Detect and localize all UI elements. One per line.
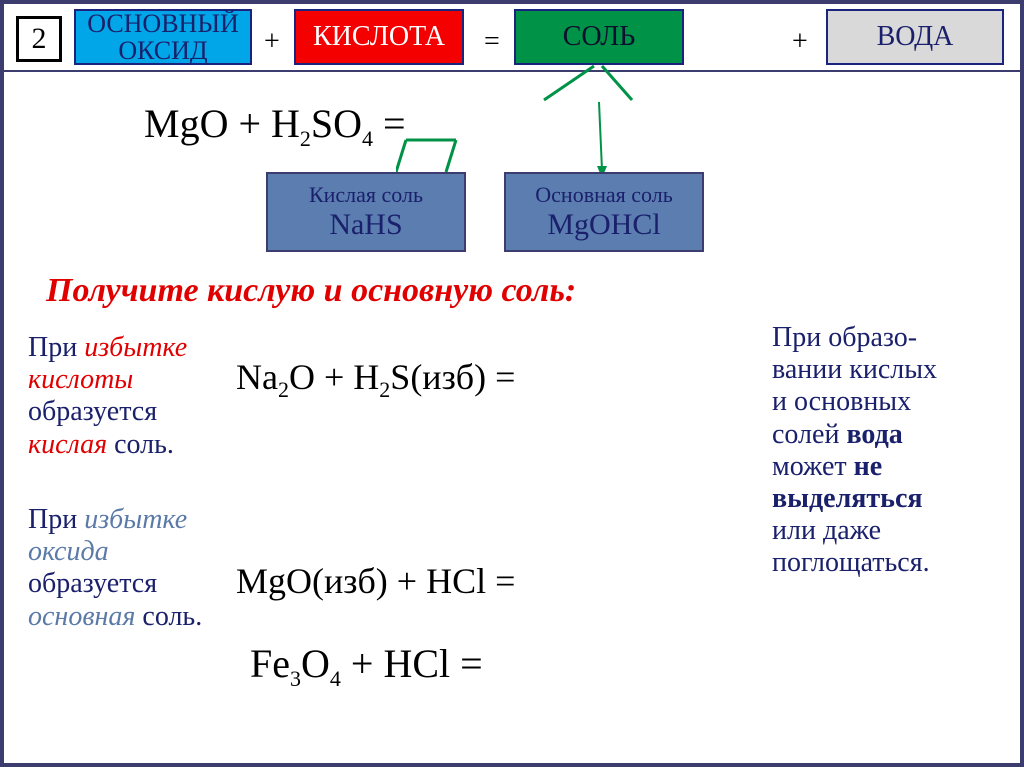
eq-part: SO [311, 101, 362, 146]
page-container: 2 Основный оксид Кислота Соль Вода + = + MgO … [0, 0, 1024, 767]
eq-part: MgO + H [144, 101, 300, 146]
p: O + H [289, 357, 379, 397]
t: оксида [28, 536, 109, 567]
eq-box-0: Основный оксид [74, 9, 252, 65]
eq-mgo-hcl: MgO(изб) + HCl = [236, 560, 515, 602]
t: соль. [107, 429, 174, 460]
eq-na2o-h2s: Na2O + H2S(изб) = [236, 356, 515, 403]
eq-symbol-1: = [484, 26, 500, 58]
t: кислая [28, 429, 107, 460]
t: вании кислых [772, 354, 937, 385]
t: образуется [28, 396, 157, 427]
note-acid-excess: При избытке кислоты образуется кислая со… [28, 332, 228, 461]
basic-salt-label: Основная соль [535, 182, 672, 208]
t: При образо- [772, 322, 917, 353]
t: избытке [84, 332, 187, 363]
t: При [28, 332, 84, 363]
s: 4 [330, 666, 341, 691]
t: При [28, 504, 84, 535]
s: 2 [379, 377, 390, 402]
t: не [854, 451, 883, 482]
basic-salt-formula: MgOHCl [547, 208, 660, 242]
eq-box-3: Вода [826, 9, 1004, 65]
t: кислоты [28, 364, 133, 395]
eq-sub: 2 [300, 126, 311, 151]
note-oxide-excess: При избытке оксида образуется основная с… [28, 504, 228, 633]
t: вода [846, 419, 902, 450]
equation-number-box: 2 [16, 16, 62, 62]
main-equation: MgO + H2SO4 = [144, 100, 406, 152]
t: и основных [772, 386, 911, 417]
t: соль. [135, 601, 202, 632]
s: 2 [278, 377, 289, 402]
p: Na [236, 357, 278, 397]
right-note: При образо- вании кислых и основных соле… [772, 322, 1012, 580]
heading-get-salts: Получите кислую и основную соль: [46, 272, 576, 310]
t: основная [28, 601, 135, 632]
t: выделяться [772, 483, 923, 514]
p: S(изб) = [390, 357, 515, 397]
eq-box-2: Соль [514, 9, 684, 65]
p: MgO(изб) + HCl = [236, 561, 515, 601]
t: поглощаться. [772, 547, 930, 578]
arrow-salt-fork [504, 60, 724, 180]
t: избытке [84, 504, 187, 535]
t: образуется [28, 568, 157, 599]
p: + HCl = [341, 641, 483, 686]
p: Fe [250, 641, 290, 686]
t: или даже [772, 515, 881, 546]
acid-salt-box: Кислая соль NaHS [266, 172, 466, 252]
acid-salt-label: Кислая соль [309, 182, 423, 208]
p: O [301, 641, 330, 686]
eq-symbol-0: + [264, 26, 280, 58]
t: может [772, 451, 854, 482]
basic-salt-box: Основная соль MgOHCl [504, 172, 704, 252]
eq-sub: 4 [362, 126, 373, 151]
eq-symbol-2: + [792, 26, 808, 58]
acid-salt-formula: NaHS [329, 208, 402, 242]
t: солей [772, 419, 846, 450]
equation-number: 2 [32, 22, 47, 56]
s: 3 [290, 666, 301, 691]
eq-fe3o4-hcl: Fe3O4 + HCl = [250, 640, 483, 692]
eq-box-1: Кислота [294, 9, 464, 65]
